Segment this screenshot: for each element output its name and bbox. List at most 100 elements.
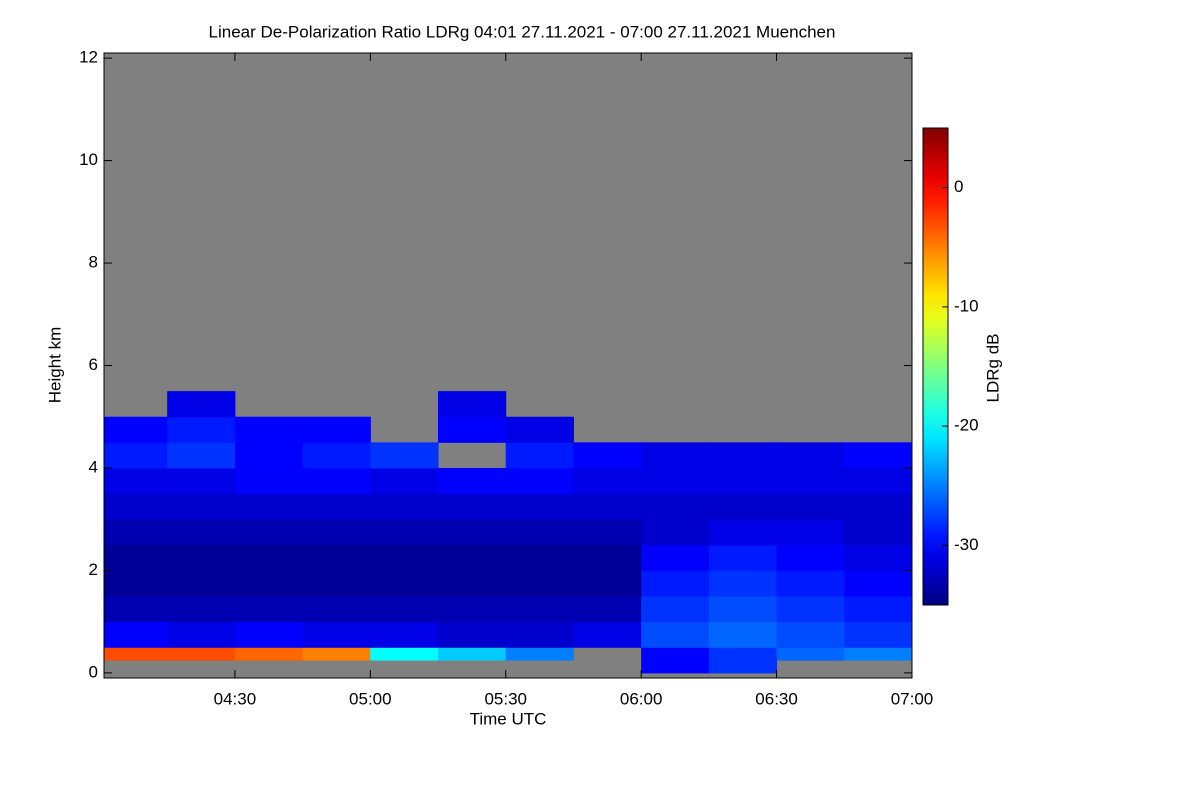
heatmap-cell (234, 519, 304, 546)
heatmap-cell (505, 570, 574, 597)
colorbar (922, 127, 949, 606)
heatmap-cell (167, 442, 236, 469)
heatmap-cell (708, 596, 778, 623)
y-tick-label: 4 (89, 457, 98, 476)
chart-title: Linear De-Polarization Ratio LDRg 04:01 … (209, 22, 836, 41)
heatmap-cell (104, 647, 168, 661)
heatmap-cell (776, 596, 845, 623)
heatmap-cell (302, 544, 371, 571)
heatmap-cell (104, 493, 168, 520)
heatmap-cell (104, 570, 168, 597)
heatmap-cell (641, 442, 710, 469)
heatmap-cell (104, 621, 168, 648)
heatmap-cell (104, 519, 168, 546)
heatmap-cell (505, 544, 574, 571)
heatmap-cell (844, 621, 912, 648)
heatmap-cell (505, 416, 574, 443)
heatmap-cell (104, 544, 168, 571)
heatmap-cell (708, 647, 778, 661)
heatmap-cell (844, 519, 912, 546)
heatmap-cell (708, 570, 778, 597)
heatmap-cell (708, 660, 778, 674)
y-tick-label: 2 (89, 560, 98, 579)
x-axis-label: Time UTC (470, 709, 547, 728)
heatmap-cell (641, 647, 710, 661)
heatmap-cell (234, 416, 304, 443)
x-tick-label: 06:00 (620, 689, 663, 708)
heatmap-cell (234, 493, 304, 520)
heatmap-cell (708, 493, 778, 520)
heatmap-cell (302, 647, 371, 661)
heatmap-cell (505, 596, 574, 623)
heatmap-cell (167, 493, 236, 520)
heatmap-cell (438, 467, 507, 495)
heatmap-cell (505, 647, 574, 661)
heatmap-cell (573, 519, 642, 546)
heatmap-cell (708, 467, 778, 495)
heatmap-cell (234, 544, 304, 571)
heatmap-cell (776, 544, 845, 571)
heatmap-cell (708, 621, 778, 648)
heatmap-cell (167, 391, 236, 418)
heatmap-cell (167, 596, 236, 623)
heatmap-cell (438, 391, 507, 418)
heatmap-cell (234, 442, 304, 469)
heatmap-cell (104, 467, 168, 495)
heatmap-cell (641, 467, 710, 495)
heatmap-cell (302, 621, 371, 648)
heatmap-cell (641, 493, 710, 520)
heatmap-cell (844, 442, 912, 469)
heatmap-cell (505, 621, 574, 648)
colorbar-tick-label: 0 (954, 177, 963, 196)
heatmap-cell (302, 416, 371, 443)
heatmap-cell (844, 647, 912, 661)
colorbar-tick-label: -10 (954, 296, 979, 315)
heatmap-cell (573, 570, 642, 597)
x-tick-label: 07:00 (891, 689, 934, 708)
heatmap-cell (438, 621, 507, 648)
heatmap-cell (370, 621, 439, 648)
heatmap-cell (302, 519, 371, 546)
heatmap-cell (234, 621, 304, 648)
heatmap-cell (438, 544, 507, 571)
heatmap-cell (438, 416, 507, 443)
heatmap-cell (708, 519, 778, 546)
x-tick-label: 05:00 (349, 689, 392, 708)
heatmap-cell (641, 570, 710, 597)
heatmap-cell (776, 519, 845, 546)
y-tick-label: 10 (79, 150, 98, 169)
heatmap-cell (234, 570, 304, 597)
heatmap-cell (302, 467, 371, 495)
heatmap-cell (505, 493, 574, 520)
heatmap-cell (234, 467, 304, 495)
heatmap-cell (234, 596, 304, 623)
heatmap-cell (370, 647, 439, 661)
colorbar-label: LDRg dB (983, 334, 1002, 403)
heatmap-cell (573, 467, 642, 495)
heatmap-cell (505, 519, 574, 546)
heatmap-cell (370, 467, 439, 495)
heatmap-cell (302, 493, 371, 520)
heatmap-cell (302, 596, 371, 623)
heatmap-cell (370, 519, 439, 546)
x-tick-label: 06:30 (755, 689, 798, 708)
heatmap-cell (104, 442, 168, 469)
heatmap-cell (167, 621, 236, 648)
x-tick-label: 04:30 (214, 689, 257, 708)
heatmap-cell (844, 544, 912, 571)
heatmap-cell (370, 442, 439, 469)
heatmap-cell (641, 519, 710, 546)
y-tick-label: 8 (89, 253, 98, 272)
heatmap-cell (370, 596, 439, 623)
heatmap-cell (573, 544, 642, 571)
heatmap-cell (505, 467, 574, 495)
heatmap-cell (573, 442, 642, 469)
heatmap-cell (641, 544, 710, 571)
heatmap-cell (641, 660, 710, 674)
colorbar-tick-label: -30 (954, 535, 979, 554)
heatmap-cell (708, 544, 778, 571)
y-tick-label: 12 (79, 48, 98, 67)
heatmap-cell (234, 647, 304, 661)
heatmap-cell (844, 596, 912, 623)
